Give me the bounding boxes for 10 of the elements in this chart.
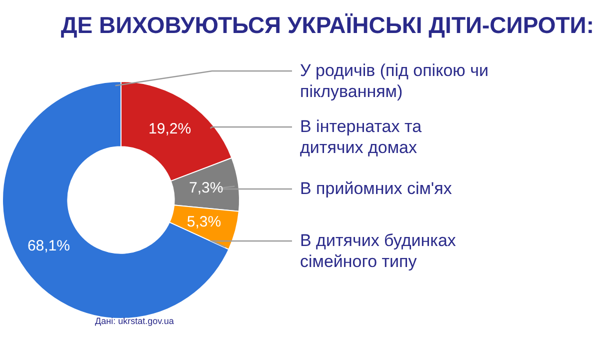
chart-title: ДЕ ВИХОВУЮТЬСЯ УКРАЇНСЬКІ ДІТИ-СИРОТИ:	[60, 12, 594, 39]
slice-label: У родичів (під опікою чи піклуванням)	[300, 60, 490, 102]
data-label: 68,1%	[27, 238, 70, 255]
data-label: 5,3%	[186, 213, 222, 230]
data-label: 19,2%	[148, 120, 192, 138]
text: Дані: ukrstat.gov.ua	[95, 316, 174, 326]
slice-label: В дитячих будинках сімейного типу	[300, 230, 457, 272]
slice-label: В прийомних сім'ях	[300, 178, 453, 199]
data-label: 7,3%	[189, 180, 224, 197]
slice-label: В інтернатах та дитячих домах	[300, 116, 423, 158]
